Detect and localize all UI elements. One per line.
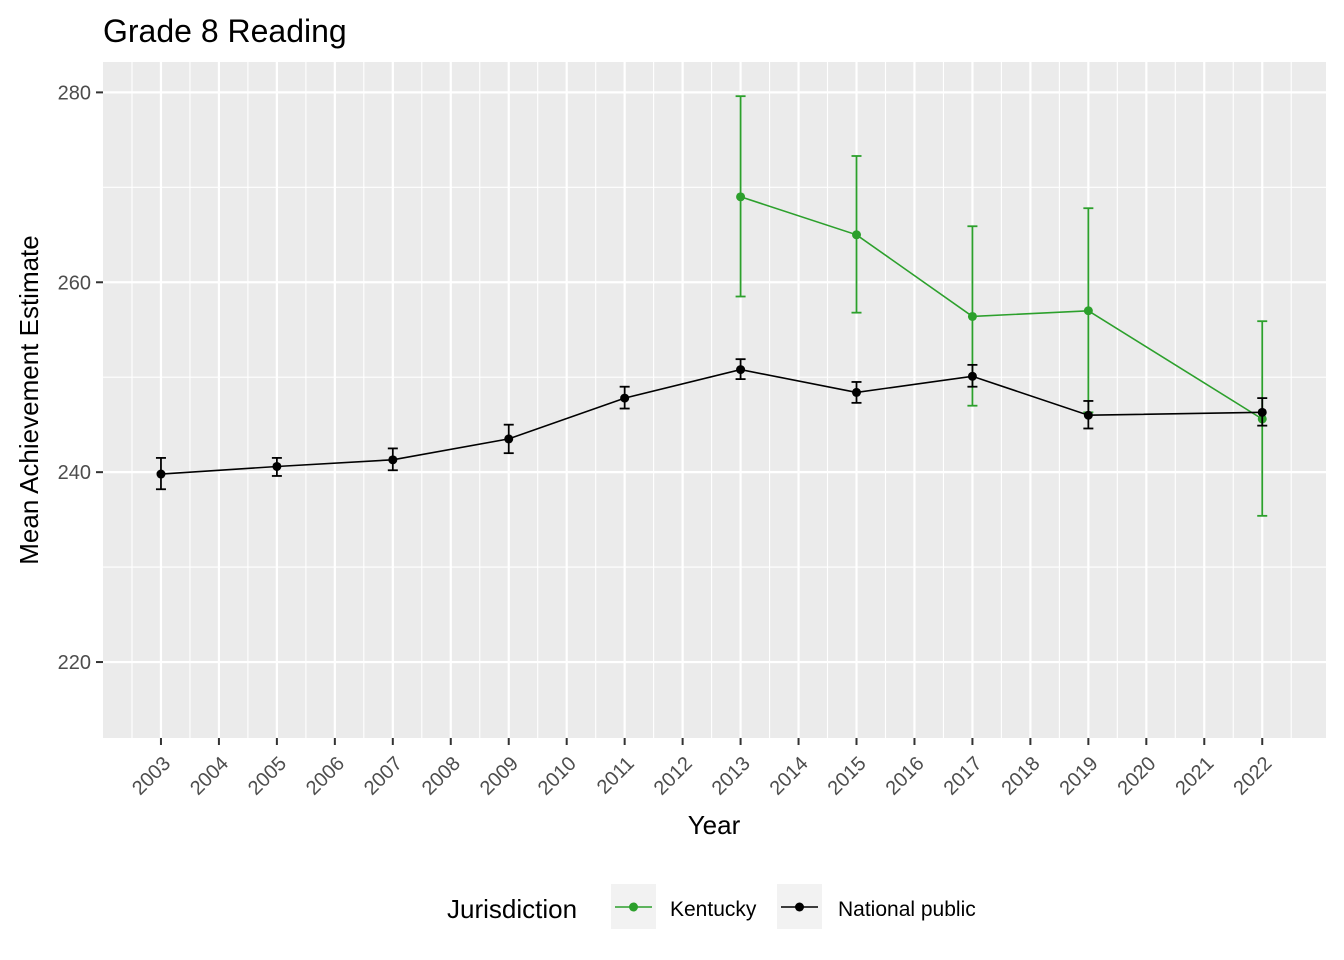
x-tick-label: 2022: [1229, 753, 1276, 800]
data-point: [736, 365, 746, 375]
y-tick-label: 220: [58, 652, 91, 674]
x-tick-label: 2011: [593, 753, 639, 799]
x-tick-label: 2021: [1171, 753, 1218, 800]
x-tick-label: 2013: [708, 753, 755, 800]
data-point: [967, 371, 977, 381]
x-tick-label: 2017: [940, 753, 987, 800]
data-point: [1083, 410, 1093, 420]
x-tick-label: 2008: [418, 753, 465, 800]
plot-panel: [103, 62, 1326, 738]
x-axis: 2003 2004 2005 2006 2007 2008 2009 2010 2011 2012…: [128, 738, 1276, 800]
x-tick-label: 2004: [186, 753, 233, 800]
x-tick-label: 2007: [360, 753, 407, 800]
series-line: [160, 368, 1263, 475]
series-layer: [155, 95, 1268, 517]
chart-title: Grade 8 Reading: [103, 13, 347, 49]
grid-minor: [103, 62, 1326, 738]
x-tick-label: 2014: [766, 753, 813, 800]
x-tick-label: 2019: [1055, 753, 1102, 800]
legend-key-point: [795, 902, 804, 912]
x-tick-label: 2015: [824, 753, 871, 800]
data-point: [852, 230, 862, 240]
x-tick-label: 2006: [302, 753, 349, 800]
legend-title: Jurisdiction: [447, 894, 577, 924]
x-tick-label: 2016: [882, 753, 929, 800]
data-point: [156, 469, 166, 479]
data-point: [736, 192, 746, 202]
y-axis: 220 240 260 280: [58, 82, 103, 674]
y-tick-label: 260: [58, 272, 91, 294]
data-point: [620, 393, 630, 403]
data-point: [852, 387, 862, 397]
data-point: [1257, 407, 1267, 417]
legend-items: Kentucky National public: [611, 884, 976, 929]
x-tick-label: 2010: [534, 753, 581, 800]
legend-key-point: [629, 902, 638, 912]
x-tick-label: 2018: [998, 753, 1045, 800]
x-tick-label: 2020: [1113, 753, 1160, 800]
x-axis-title: Year: [688, 810, 741, 840]
data-point: [967, 311, 977, 321]
y-tick-label: 280: [58, 82, 91, 104]
x-tick-label: 2005: [244, 753, 291, 800]
legend-label: National public: [838, 898, 976, 921]
data-point: [272, 461, 282, 471]
grid-major: [103, 62, 1326, 738]
x-tick-label: 2009: [476, 753, 523, 800]
data-point: [504, 434, 514, 444]
legend: Jurisdiction Kentucky National public: [447, 884, 976, 929]
data-point: [388, 455, 398, 465]
x-tick-label: 2003: [128, 753, 175, 800]
series-national-public: [155, 358, 1268, 491]
x-tick-label: 2012: [650, 753, 697, 800]
y-axis-title: Mean Achievement Estimate: [14, 235, 44, 565]
legend-label: Kentucky: [670, 898, 757, 921]
y-tick-label: 240: [58, 462, 91, 484]
data-point: [1083, 306, 1093, 316]
